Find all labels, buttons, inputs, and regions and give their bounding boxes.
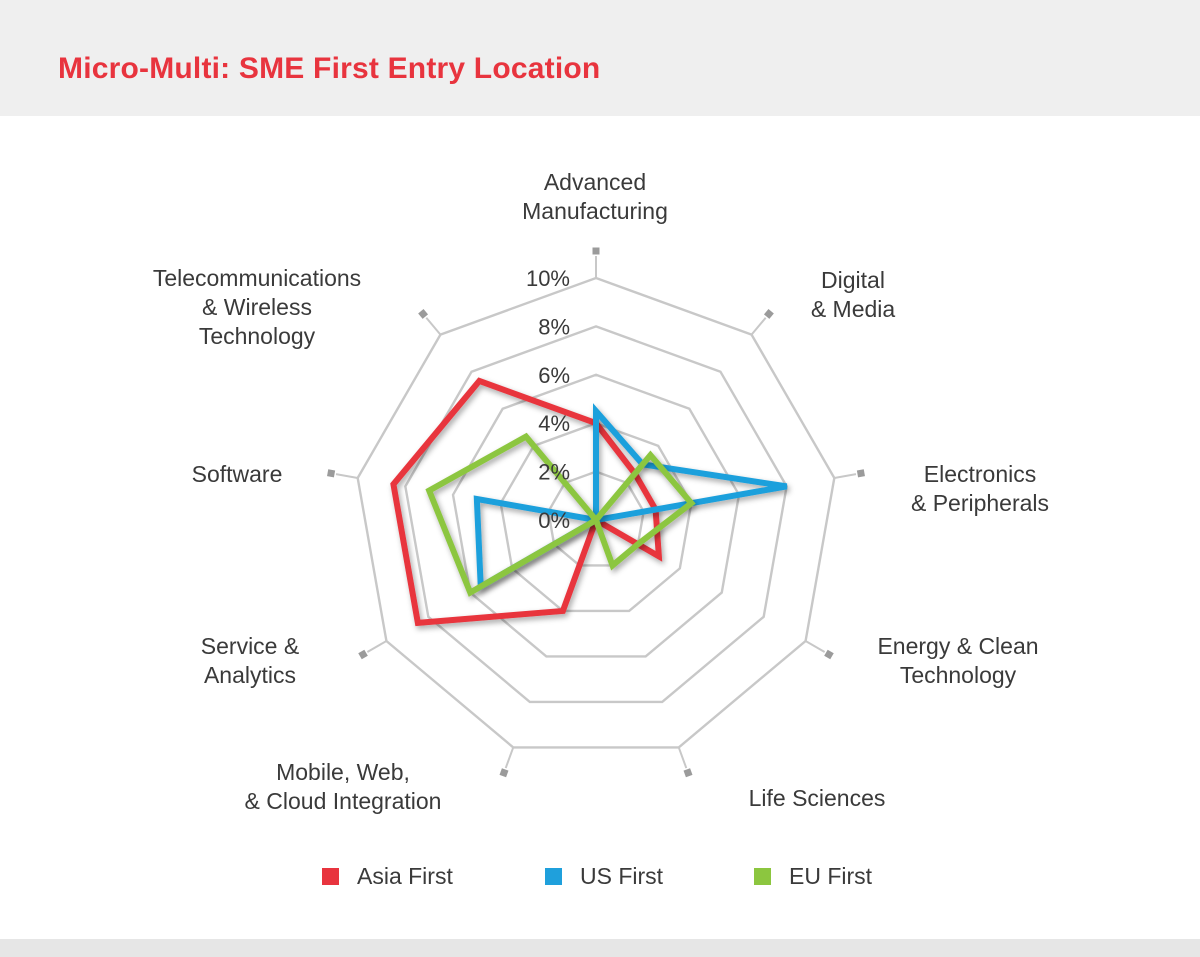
legend-swatch xyxy=(322,868,339,885)
r-tick-label: 0% xyxy=(538,508,570,533)
axis-spoke xyxy=(750,317,767,336)
r-tick-label: 10% xyxy=(526,266,570,291)
r-tick-label: 8% xyxy=(538,314,570,339)
legend-swatch xyxy=(545,868,562,885)
axis-spoke xyxy=(335,473,358,479)
grid-ring xyxy=(451,373,741,658)
category-label-line: Technology xyxy=(198,323,316,349)
category-label-line: Analytics xyxy=(203,662,297,688)
category-label-line: Electronics xyxy=(923,461,1037,487)
category-label-line: Energy & Clean xyxy=(877,633,1039,659)
category-label-line: Mobile, Web, xyxy=(276,759,410,785)
category-label: Life Sciences xyxy=(749,784,886,813)
axis-spoke xyxy=(677,747,688,769)
category-label: Software xyxy=(192,460,283,489)
category-label-line: Advanced xyxy=(543,169,647,195)
axis-spoke xyxy=(504,747,515,769)
grid-ring xyxy=(356,276,836,749)
axis-marker xyxy=(358,649,368,660)
legend-item: EU First xyxy=(754,863,872,890)
category-label-line: Telecommunications xyxy=(152,265,362,291)
axis-marker xyxy=(824,649,834,660)
chart-title: Micro-Multi: SME First Entry Location xyxy=(58,52,601,85)
category-label: Service & Analytics xyxy=(201,632,299,690)
axis-marker xyxy=(683,768,693,778)
category-label: Telecommunications & Wireless Technology xyxy=(153,264,361,351)
category-label-line: & Wireless xyxy=(202,294,312,320)
r-tick-label: 2% xyxy=(538,460,570,485)
category-label-line: Manufacturing xyxy=(522,198,668,224)
axis-marker xyxy=(592,247,600,255)
grid-ring xyxy=(499,421,693,613)
category-label: Electronics & Peripherals xyxy=(911,460,1049,518)
axis-marker xyxy=(856,469,865,478)
series-3-polygon xyxy=(425,432,696,597)
category-label-line: Digital xyxy=(821,267,885,293)
series-1-polygon xyxy=(390,377,663,627)
legend-label: Asia First xyxy=(357,863,453,889)
r-tick-label: 4% xyxy=(538,411,570,436)
category-label-line: Technology xyxy=(899,662,1017,688)
legend-item: Asia First xyxy=(322,863,453,890)
axis-spoke xyxy=(834,473,857,479)
r-tick-label: 6% xyxy=(538,363,570,388)
category-label-line: Life Sciences xyxy=(748,785,886,811)
axis-marker xyxy=(499,768,509,778)
category-label-line: & Peripherals xyxy=(910,490,1050,516)
grid-ring xyxy=(547,470,645,567)
axis-marker xyxy=(763,309,774,319)
footer-band xyxy=(0,939,1200,957)
category-label-line: & Media xyxy=(810,296,896,322)
header-band xyxy=(0,0,1200,116)
category-label: Digital & Media xyxy=(811,266,895,324)
category-label: Advanced Manufacturing xyxy=(522,168,668,226)
category-label-line: & Cloud Integration xyxy=(244,788,442,814)
axis-marker xyxy=(418,309,429,319)
category-label: Mobile, Web, & Cloud Integration xyxy=(245,758,442,816)
axis-spoke xyxy=(425,317,442,336)
category-label-line: Service & xyxy=(200,633,300,659)
axis-spoke xyxy=(805,640,826,653)
axis-spoke xyxy=(366,640,387,653)
category-label: Energy & Clean Technology xyxy=(877,632,1038,690)
legend-label: US First xyxy=(580,863,664,889)
legend-item: US First xyxy=(545,863,663,890)
legend-swatch xyxy=(754,868,771,885)
axis-marker xyxy=(327,469,336,478)
category-label-line: Software xyxy=(191,461,283,487)
legend-label: EU First xyxy=(789,863,873,889)
